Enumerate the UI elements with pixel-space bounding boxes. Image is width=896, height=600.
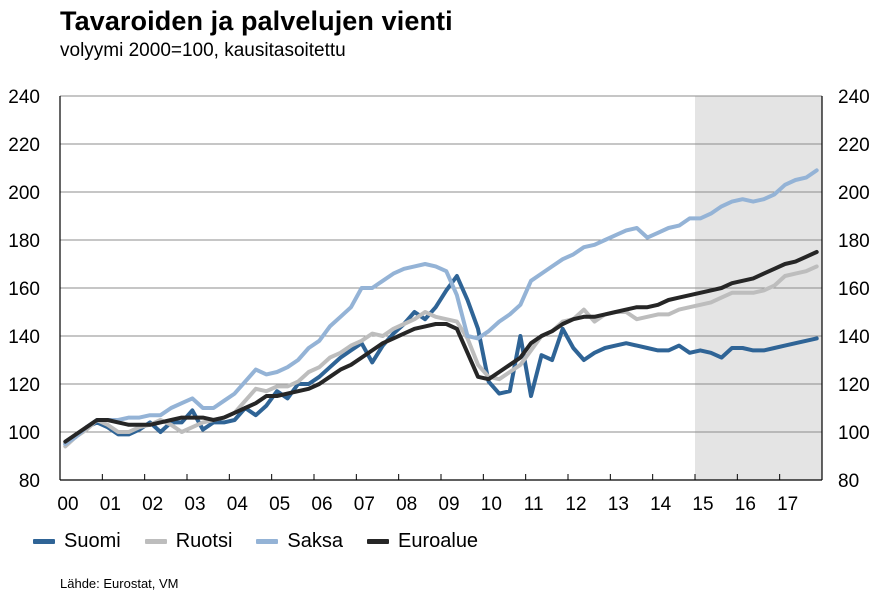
chart-subtitle: volyymi 2000=100, kausitasoitettu bbox=[60, 40, 346, 61]
y-tick-label-left: 240 bbox=[8, 87, 40, 108]
x-tick-label: 17 bbox=[777, 494, 798, 515]
legend-swatch bbox=[33, 539, 55, 544]
series-line-euroalue bbox=[63, 250, 819, 444]
legend-item-ruotsi: Ruotsi bbox=[144, 530, 233, 553]
legend-label: Suomi bbox=[64, 530, 121, 552]
x-tick-label: 12 bbox=[565, 494, 586, 515]
y-tick-label-right: 100 bbox=[838, 423, 870, 444]
y-tick-label-right: 140 bbox=[838, 327, 870, 348]
legend-label: Saksa bbox=[287, 530, 343, 552]
x-tick-label: 13 bbox=[608, 494, 629, 515]
x-tick-label: 01 bbox=[100, 494, 121, 515]
series-lines bbox=[63, 168, 819, 449]
y-tick-label-right: 80 bbox=[838, 471, 859, 492]
x-tick-label: 04 bbox=[227, 494, 249, 515]
x-tick-label: 02 bbox=[142, 494, 163, 515]
legend-swatch bbox=[144, 539, 167, 544]
y-tick-label-left: 200 bbox=[8, 183, 40, 204]
gridlines bbox=[60, 95, 822, 433]
series-line-suomi bbox=[63, 274, 819, 446]
x-tick-label: 05 bbox=[269, 494, 290, 515]
legend-label: Ruotsi bbox=[175, 530, 233, 552]
legend-label: Euroalue bbox=[398, 530, 479, 552]
x-tick-label: 08 bbox=[396, 494, 417, 515]
x-tick-label: 10 bbox=[481, 494, 502, 515]
y-tick-label-left: 80 bbox=[19, 471, 40, 492]
y-tick-label-right: 180 bbox=[838, 231, 870, 252]
source-note: Lähde: Eurostat, VM bbox=[60, 576, 179, 591]
y-tick-label-left: 220 bbox=[8, 135, 40, 156]
y-tick-label-right: 120 bbox=[838, 375, 870, 396]
x-tick-label: 15 bbox=[692, 494, 713, 515]
y-tick-label-right: 220 bbox=[838, 135, 870, 156]
x-tick-label: 03 bbox=[184, 494, 205, 515]
x-tick-label: 07 bbox=[354, 494, 375, 515]
legend: Suomi Ruotsi Saksa Euroalue bbox=[33, 530, 502, 553]
x-tick-label: 06 bbox=[311, 494, 332, 515]
axes bbox=[59, 96, 823, 481]
chart-title: Tavaroiden ja palvelujen vienti bbox=[60, 6, 453, 36]
y-tick-label-left: 140 bbox=[8, 327, 40, 348]
x-tick-label: 14 bbox=[650, 494, 672, 515]
series-line-saksa bbox=[63, 168, 819, 446]
y-tick-label-left: 160 bbox=[8, 279, 40, 300]
x-tick-label: 11 bbox=[524, 494, 544, 515]
y-tick-label-right: 240 bbox=[838, 87, 870, 108]
x-tick-label: 09 bbox=[438, 494, 459, 515]
y-tick-label-right: 160 bbox=[838, 279, 870, 300]
x-tick-label: 16 bbox=[735, 494, 756, 515]
y-tick-label-left: 100 bbox=[8, 423, 40, 444]
legend-item-saksa: Saksa bbox=[256, 530, 343, 553]
x-tick-label: 00 bbox=[57, 494, 78, 515]
legend-swatch bbox=[367, 539, 389, 544]
legend-swatch bbox=[256, 539, 279, 544]
legend-item-euroalue: Euroalue bbox=[367, 530, 478, 553]
y-tick-label-right: 200 bbox=[838, 183, 870, 204]
series-line-ruotsi bbox=[63, 264, 819, 449]
y-tick-label-left: 120 bbox=[8, 375, 40, 396]
legend-item-suomi: Suomi bbox=[33, 530, 121, 553]
y-tick-label-left: 180 bbox=[8, 231, 40, 252]
